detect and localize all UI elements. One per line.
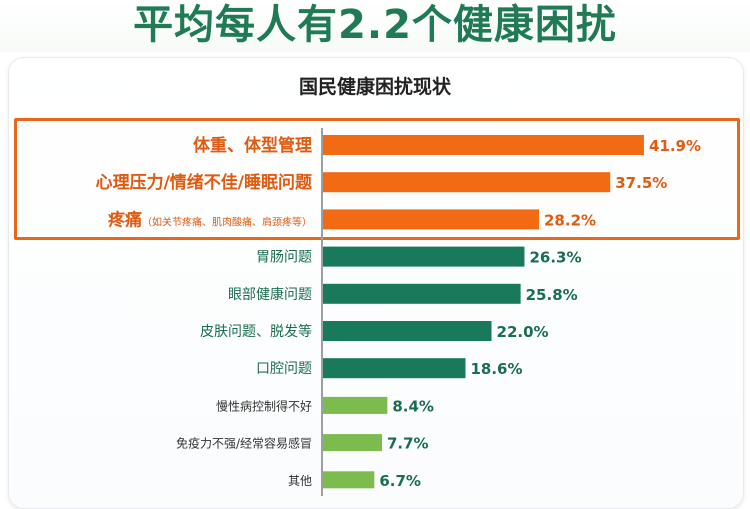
bar-9 bbox=[323, 434, 382, 452]
chart-title: 国民健康困扰现状 bbox=[298, 76, 451, 98]
value-label-3: 28.2% bbox=[544, 211, 596, 229]
category-label-9: 免疫力不强/经常容易感冒 bbox=[176, 436, 312, 451]
category-label-1: 体重、体型管理 bbox=[193, 135, 312, 156]
category-label-7: 口腔问题 bbox=[256, 361, 312, 377]
category-label-8: 慢性病控制得不好 bbox=[216, 398, 312, 413]
value-label-2: 37.5% bbox=[615, 174, 667, 192]
value-label-4: 26.3% bbox=[529, 249, 581, 267]
headline-title: 平均每人有2.2个健康困扰 bbox=[133, 2, 617, 48]
bar-7 bbox=[323, 358, 466, 379]
value-label-7: 18.6% bbox=[470, 360, 522, 378]
value-label-6: 22.0% bbox=[497, 323, 549, 341]
bar-5 bbox=[323, 283, 521, 304]
value-label-9: 7.7% bbox=[387, 435, 429, 453]
highlight-box bbox=[14, 118, 740, 240]
category-label-10: 其他 bbox=[288, 474, 312, 488]
chart-card bbox=[8, 57, 744, 509]
headline-banner: 平均每人有2.2个健康困扰 bbox=[0, 0, 750, 52]
bar-6 bbox=[323, 321, 492, 341]
category-label-3: 疼痛（如关节疼痛、肌肉酸痛、肩颈疼等） bbox=[108, 209, 312, 230]
category-label-6: 皮肤问题、脱发等 bbox=[200, 323, 312, 340]
bar-10 bbox=[323, 471, 375, 489]
bar-2 bbox=[323, 172, 611, 193]
value-label-8: 8.4% bbox=[392, 397, 434, 415]
bar-1 bbox=[323, 135, 644, 155]
value-label-1: 41.9% bbox=[649, 137, 701, 155]
value-label-10: 6.7% bbox=[379, 472, 421, 490]
value-label-5: 25.8% bbox=[526, 286, 578, 304]
bar-4 bbox=[323, 246, 525, 267]
bar-8 bbox=[323, 396, 388, 414]
category-label-5: 眼部健康问题 bbox=[228, 286, 312, 303]
category-label-2: 心理压力/情绪不佳/睡眠问题 bbox=[96, 172, 313, 193]
category-label-4: 胃肠问题 bbox=[256, 250, 312, 266]
bar-3 bbox=[323, 209, 540, 230]
